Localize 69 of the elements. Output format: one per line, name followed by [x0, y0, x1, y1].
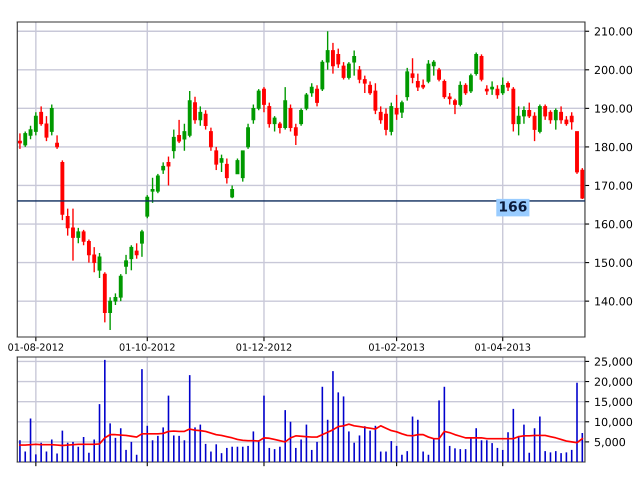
candlestick: [220, 154, 224, 173]
candlestick: [480, 54, 484, 82]
candlestick: [267, 102, 272, 128]
candlestick: [172, 128, 176, 160]
candlestick: [342, 61, 346, 80]
y-tick-label: 200.00: [594, 66, 632, 74]
candlestick: [554, 108, 558, 130]
candlestick: [161, 162, 166, 175]
x-tick-label: 01-10-2012: [120, 343, 175, 351]
candlestick: [304, 92, 308, 111]
y-tick-label: 25,000: [594, 357, 632, 367]
candlestick: [310, 82, 314, 98]
candlestick: [464, 82, 468, 96]
candlestick: [214, 146, 218, 171]
candlestick: [76, 227, 80, 244]
candlestick: [98, 252, 102, 279]
candlestick: [246, 123, 250, 150]
candlestick: [262, 86, 266, 113]
line-series: [19, 423, 584, 446]
candlestick: [166, 156, 170, 186]
candlestick: [50, 104, 54, 136]
candlestick: [278, 121, 282, 134]
candlestick: [299, 108, 304, 126]
candlestick: [55, 134, 60, 150]
candlestick: [410, 58, 414, 84]
candlestick: [394, 94, 399, 121]
candlestick: [490, 80, 494, 96]
candlestick: [124, 254, 128, 275]
candlestick: [140, 229, 144, 258]
y-tick-label: 20,000: [594, 378, 632, 388]
candlestick: [468, 72, 473, 94]
candlestick: [495, 84, 500, 100]
candlestick: [437, 67, 442, 82]
candlestick: [177, 119, 182, 144]
candlestick: [134, 242, 139, 260]
y-tick-label: 5,000: [594, 438, 626, 448]
x-tick-label: 01-08-2012: [8, 343, 64, 351]
candlestick: [272, 115, 277, 132]
x-tick-label: 01-12-2012: [236, 343, 292, 351]
candlestick: [230, 184, 234, 199]
candlestick: [484, 84, 489, 96]
ref-line-label: 166: [500, 201, 527, 212]
candlestick: [315, 84, 319, 108]
candlestick: [193, 96, 197, 124]
candlestick: [208, 126, 213, 152]
candlestick: [506, 80, 510, 92]
y-tick-label: 10,000: [595, 418, 632, 428]
x-tick-label: 01-02-2013: [369, 343, 424, 351]
y-tick-label: 160.00: [595, 220, 632, 228]
x-tick-label: 01-04-2013: [475, 343, 530, 351]
candlestick: [204, 110, 208, 130]
y-tick-label: 180.00: [595, 142, 632, 152]
candlestick: [346, 61, 351, 80]
candlestick: [474, 52, 478, 76]
candlestick: [453, 98, 457, 115]
y-tick-label: 150.00: [595, 258, 632, 267]
candlestick: [352, 50, 356, 76]
y-tick-label: 15,000: [595, 398, 632, 408]
candlestick: [400, 100, 404, 119]
y-tick-label: 210.00: [594, 27, 632, 36]
candlestick: [224, 158, 229, 184]
candlestick: [18, 132, 22, 150]
candlestick: [198, 106, 202, 126]
y-tick-label: 170.00: [595, 181, 632, 190]
candlestick: [458, 80, 462, 108]
y-tick-label: 140.00: [595, 297, 632, 306]
y-tick-label: 190.00: [595, 104, 632, 113]
candlestick: [129, 244, 134, 271]
candlestick: [500, 76, 505, 96]
